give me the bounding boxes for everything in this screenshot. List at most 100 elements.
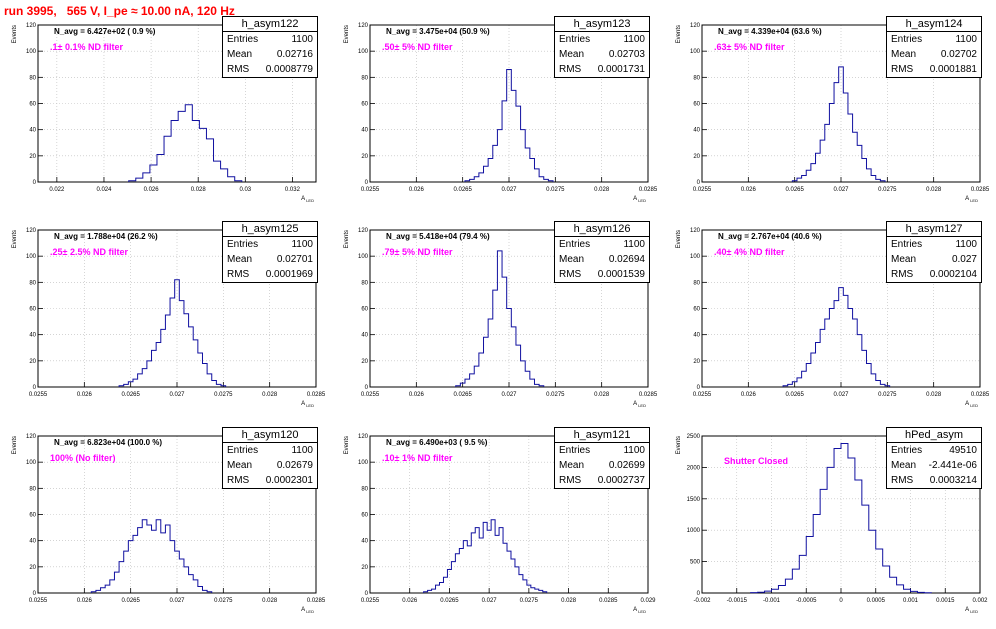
stats-value-mean: 0.02701: [277, 252, 313, 267]
histogram-bin: [816, 153, 821, 182]
stats-label-rms: RMS: [891, 473, 913, 488]
y-tick-label: 40: [361, 539, 368, 545]
x-tick-label: 0.03: [239, 187, 251, 193]
y-axis-title: Events: [676, 25, 682, 43]
y-tick-label: 100: [26, 49, 37, 55]
histogram-bin: [848, 458, 855, 593]
x-tick-label: 0.028: [594, 392, 610, 398]
y-tick-label: 60: [693, 307, 700, 313]
histogram-bin: [436, 585, 440, 593]
histogram-bin: [772, 589, 779, 593]
navg-label: N_avg = 6.823e+04 (100.0 %): [54, 438, 162, 447]
histogram-name: h_asym125: [223, 222, 317, 237]
x-tick-label: 0.027: [482, 598, 498, 604]
y-tick-label: 20: [693, 154, 700, 160]
histogram-bin: [530, 158, 535, 182]
y-tick-label: 100: [26, 254, 37, 260]
histogram-bin: [147, 361, 152, 387]
stats-value-entries: 1100: [623, 443, 645, 458]
stats-label-mean: Mean: [227, 252, 252, 267]
y-tick-label: 80: [29, 280, 36, 286]
stats-label-entries: Entries: [891, 32, 922, 47]
histogram-name: h_asym126: [555, 222, 649, 237]
histogram-bin: [484, 337, 489, 387]
stats-label-mean: Mean: [891, 252, 916, 267]
histogram-bin: [474, 366, 479, 387]
x-axis-title: A LED: [633, 401, 646, 408]
y-tick-label: 80: [29, 75, 36, 81]
histogram-bin: [440, 583, 444, 593]
histogram-name: h_asym122: [223, 17, 317, 32]
stats-value-mean: 0.02679: [277, 458, 313, 473]
histogram-bin: [866, 169, 871, 182]
histogram-bin: [105, 585, 110, 593]
x-axis-title: A LED: [301, 607, 314, 614]
x-tick-label: 0.0275: [520, 598, 539, 604]
histogram-bin: [797, 378, 802, 387]
filter-label: .40± 4% ND filter: [714, 247, 784, 257]
y-tick-label: 20: [693, 359, 700, 365]
histogram-name: hPed_asym: [887, 428, 981, 443]
histogram-bin: [507, 69, 512, 182]
histogram-bin: [156, 343, 161, 387]
histogram-bin: [483, 522, 487, 593]
stats-value-rms: 0.0001881: [930, 62, 977, 77]
histogram-bin: [829, 309, 834, 388]
histogram-bin: [114, 572, 119, 593]
histogram-bin: [534, 169, 539, 182]
histogram-bin: [820, 329, 825, 387]
y-tick-label: 100: [26, 460, 37, 466]
stats-label-rms: RMS: [227, 267, 249, 282]
x-tick-label: 0.026: [409, 392, 425, 398]
stats-value-mean: 0.02699: [609, 458, 645, 473]
histogram-bin: [198, 353, 203, 387]
x-tick-label: 0.0265: [121, 598, 140, 604]
y-tick-label: 1000: [687, 528, 701, 534]
histogram-bin: [142, 369, 147, 387]
histogram-bin: [869, 530, 876, 593]
stats-label-mean: Mean: [559, 458, 584, 473]
navg-label: N_avg = 6.427e+02 ( 0.9 %): [54, 27, 155, 36]
y-tick-label: 80: [29, 486, 36, 492]
histogram-bin: [175, 280, 180, 387]
histogram-bin: [511, 559, 515, 593]
x-tick-label: 0.026: [77, 392, 93, 398]
x-tick-label: 0.026: [741, 392, 757, 398]
y-tick-label: 0: [697, 591, 701, 597]
navg-label: N_avg = 6.490e+03 ( 9.5 %): [386, 438, 487, 447]
x-axis-title-sub: LED: [305, 198, 314, 203]
histogram-bin: [531, 588, 535, 593]
x-tick-label: 0.0265: [785, 392, 804, 398]
histogram-bin: [825, 319, 830, 387]
x-tick-label: 0: [839, 598, 843, 604]
histogram-bin: [862, 350, 867, 387]
histogram-bin: [862, 158, 867, 182]
stats-value-rms: 0.0003214: [930, 473, 977, 488]
stats-label-mean: Mean: [559, 252, 584, 267]
y-tick-label: 60: [361, 102, 368, 108]
y-tick-label: 120: [690, 23, 701, 29]
x-tick-label: 0.0275: [878, 392, 897, 398]
x-tick-label: 0.0265: [121, 392, 140, 398]
histogram-bin: [871, 175, 876, 182]
histogram-outline: [119, 280, 226, 387]
y-tick-label: 120: [26, 228, 37, 234]
histogram-bin: [866, 363, 871, 387]
y-tick-label: 100: [358, 460, 369, 466]
filter-label: .63± 5% ND filter: [714, 42, 784, 52]
histogram-bin: [820, 489, 827, 593]
x-axis-title-sub: LED: [637, 609, 646, 614]
stats-value-mean: 0.02702: [941, 47, 977, 62]
histogram-bin: [502, 277, 507, 387]
stats-value-mean: -2.441e-06: [929, 458, 977, 473]
x-tick-label: 0.027: [833, 392, 849, 398]
histogram-bin: [165, 315, 170, 387]
